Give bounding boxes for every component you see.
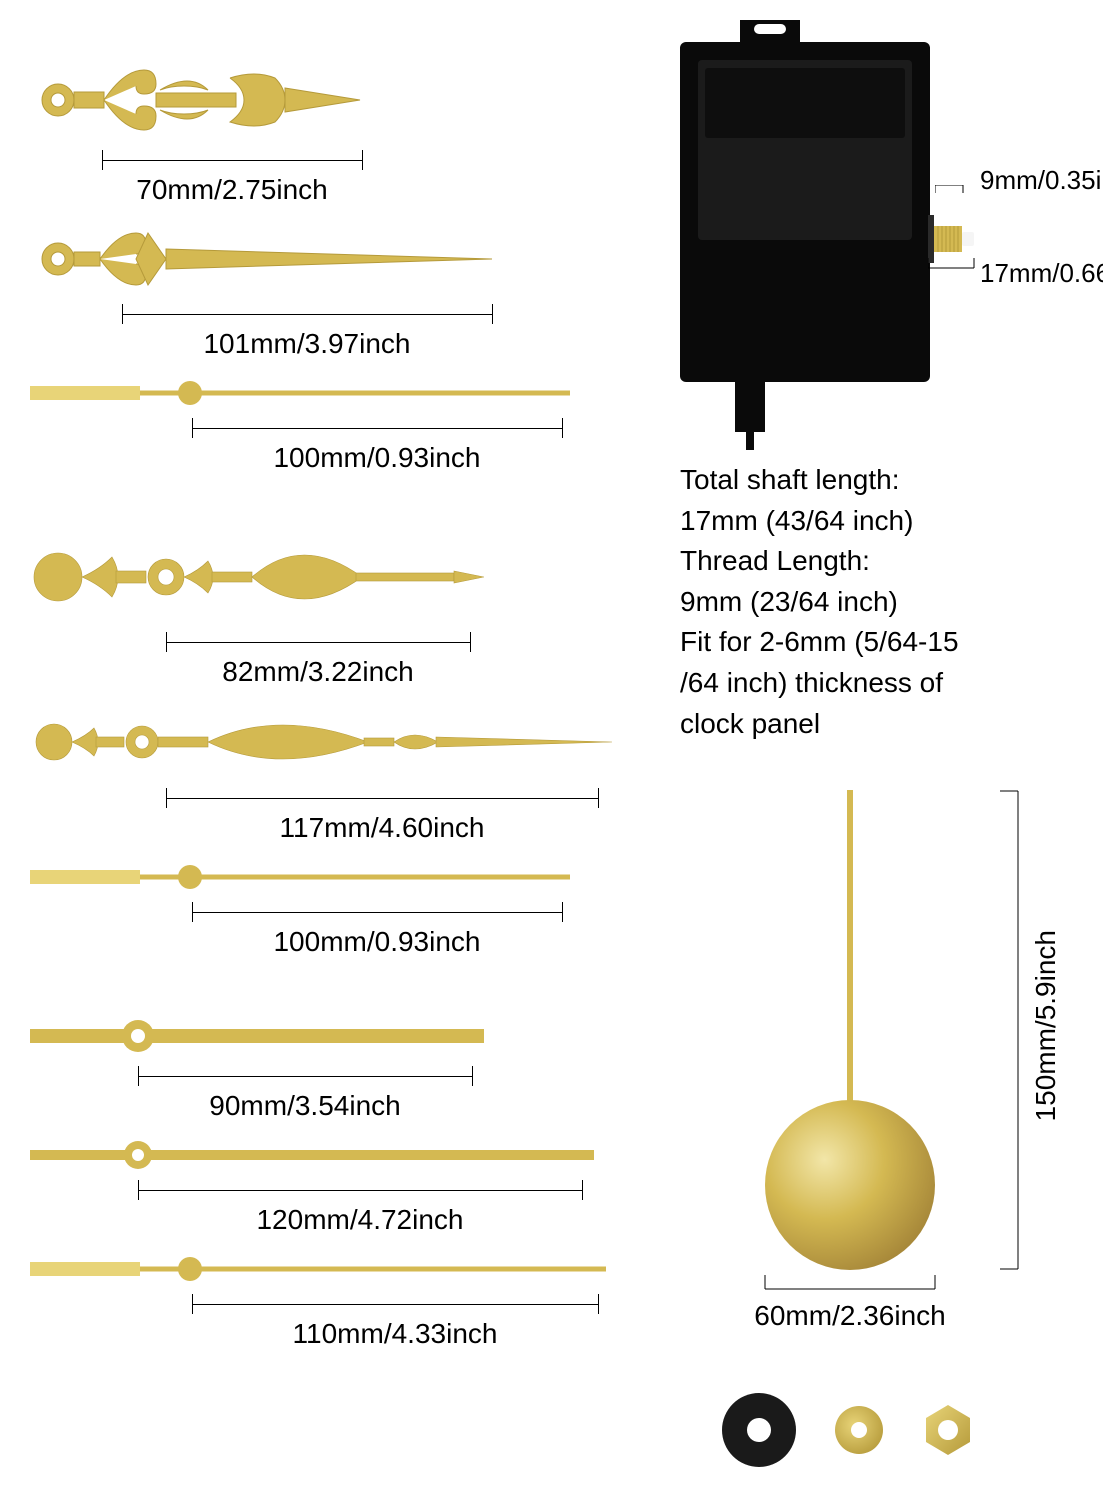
pendulum-diagram: 150mm/5.9inch 60mm/2.36inch bbox=[720, 790, 1060, 1350]
dimension-label: 100mm/0.93inch bbox=[192, 926, 562, 958]
dimension-label: 82mm/3.22inch bbox=[166, 656, 470, 688]
dimension-bracket bbox=[30, 788, 650, 808]
clock-hand-spade-hour bbox=[30, 532, 650, 622]
dimension-label: 101mm/3.97inch bbox=[122, 328, 492, 360]
dimension-bracket bbox=[30, 902, 650, 922]
clock-hand-second-2 bbox=[30, 862, 650, 892]
rubber-washer-icon bbox=[720, 1391, 798, 1469]
hex-nut-icon bbox=[920, 1402, 976, 1458]
clock-hand-second-3 bbox=[30, 1254, 650, 1284]
dimension-bracket bbox=[30, 304, 650, 324]
clock-hand-spade-minute bbox=[30, 706, 650, 778]
brass-washer-icon bbox=[833, 1404, 885, 1456]
clock-hand-stick-hour bbox=[30, 1016, 650, 1056]
clock-hand-ornate-hour bbox=[30, 60, 650, 140]
dimension-bracket bbox=[30, 632, 650, 652]
spec-line: Total shaft length: bbox=[680, 460, 1060, 501]
spec-text-block: Total shaft length: 17mm (43/64 inch) Th… bbox=[680, 460, 1060, 744]
dimension-label: 110mm/4.33inch bbox=[192, 1318, 598, 1350]
dimension-bracket bbox=[30, 150, 650, 170]
spec-line: 9mm (23/64 inch) bbox=[680, 582, 1060, 623]
dimension-bracket bbox=[30, 418, 650, 438]
dimension-bracket bbox=[30, 1066, 650, 1086]
dimension-label: 117mm/4.60inch bbox=[166, 812, 598, 844]
spec-line: /64 inch) thickness of bbox=[680, 663, 1060, 704]
hardware-row bbox=[720, 1390, 1060, 1470]
dimension-label: 70mm/2.75inch bbox=[102, 174, 362, 206]
clock-hand-stick-minute bbox=[30, 1140, 650, 1170]
clock-mechanism: 9mm/0.35inch 17mm/0.66inch bbox=[680, 20, 980, 450]
spec-line: Fit for 2-6mm (5/64-15 bbox=[680, 622, 1060, 663]
thread-length-label: 9mm/0.35inch bbox=[980, 165, 1103, 196]
dimension-label: 90mm/3.54inch bbox=[138, 1090, 472, 1122]
total-shaft-label: 17mm/0.66inch bbox=[980, 258, 1103, 289]
dimension-label: 100mm/0.93inch bbox=[192, 442, 562, 474]
clock-hand-ornate-minute bbox=[30, 224, 650, 294]
pendulum-width-label: 60mm/2.36inch bbox=[745, 1300, 955, 1332]
dimension-label: 120mm/4.72inch bbox=[138, 1204, 582, 1236]
dimension-bracket bbox=[30, 1180, 650, 1200]
dimension-bracket bbox=[30, 1294, 650, 1314]
clock-hand-second-1 bbox=[30, 378, 650, 408]
pendulum-height-label: 150mm/5.9inch bbox=[1030, 930, 1062, 1121]
spec-line: Thread Length: bbox=[680, 541, 1060, 582]
spec-line: 17mm (43/64 inch) bbox=[680, 501, 1060, 542]
spec-line: clock panel bbox=[680, 704, 1060, 745]
